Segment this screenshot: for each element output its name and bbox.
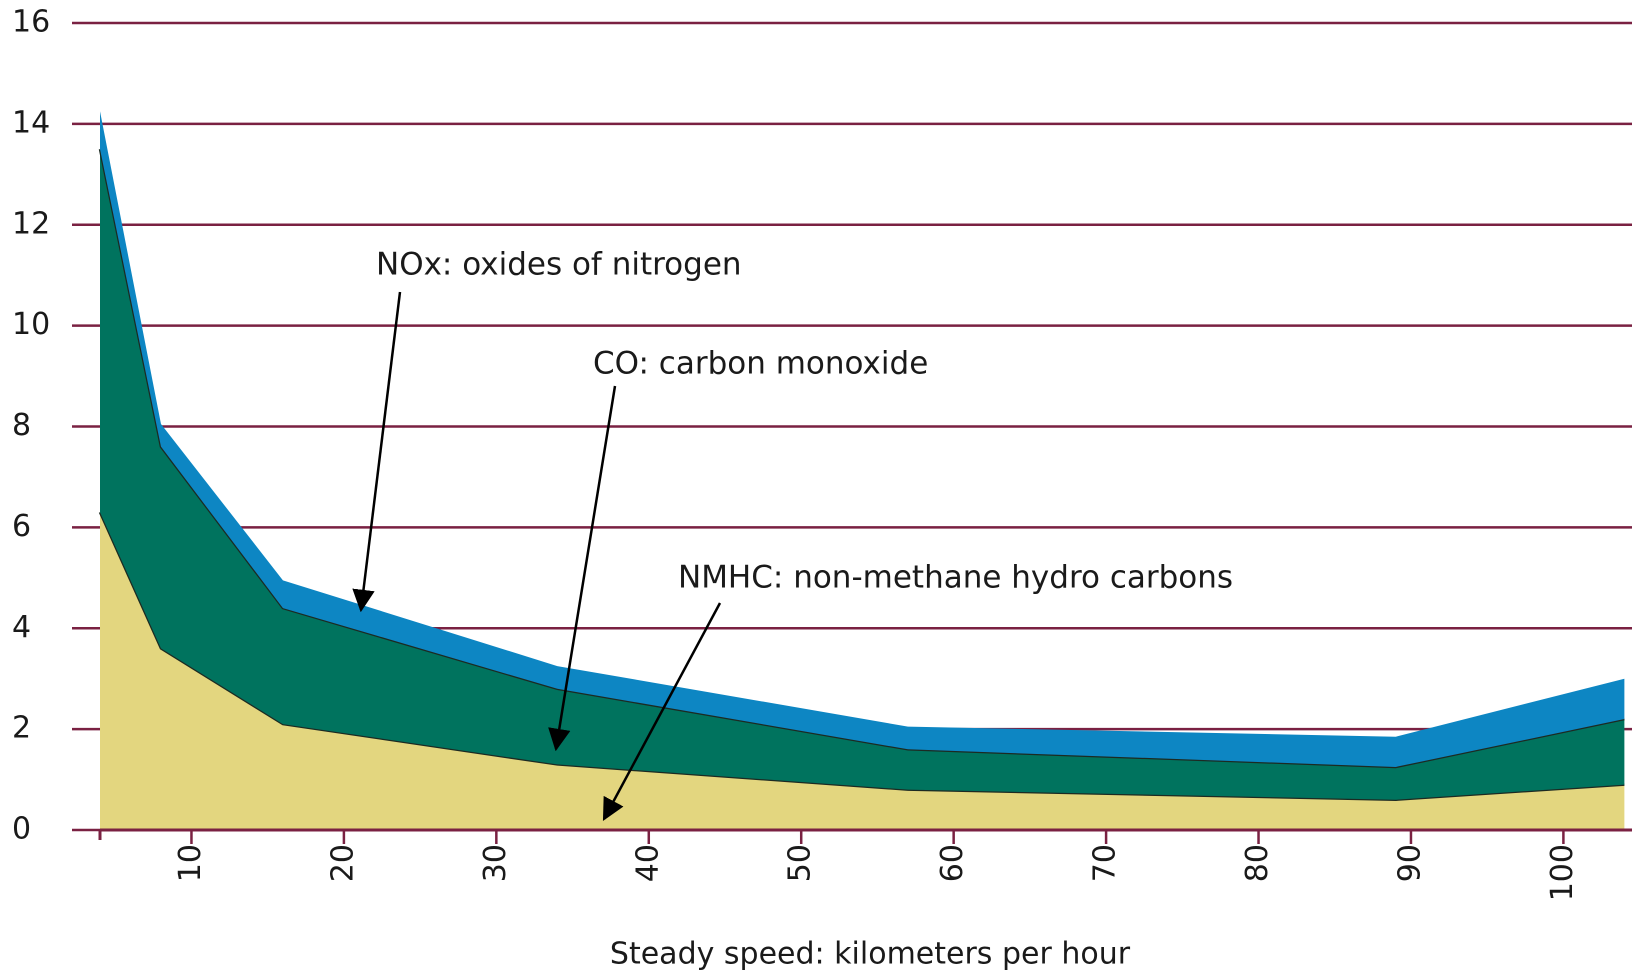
x-tick-label: 60 [935,844,970,882]
x-tick-label: 70 [1088,844,1123,882]
x-tick-label: 40 [630,844,665,882]
arrow [352,291,402,613]
annotation: NMHC: non-methane hydro carbons [678,560,1233,596]
x-tick-label: 50 [783,844,818,882]
arrow [602,602,722,821]
y-tick-label: 4 [12,610,31,645]
annotation: NOx: oxides of nitrogen [376,247,742,283]
x-tick-label: 80 [1240,844,1275,882]
area [100,149,1625,800]
x-tick-label: 100 [1545,844,1580,901]
x-tick-label: 10 [173,844,208,882]
annotations: NOx: oxides of nitrogen CO: carbon monox… [352,247,1233,821]
y-tick-label: 6 [12,509,31,544]
y-tick-label: 16 [12,5,50,40]
area [100,512,1625,830]
y-tick-label: 12 [12,206,50,241]
y-tick-label: 0 [12,812,31,847]
annotation: CO: carbon monoxide [593,346,928,382]
x-tick-label: 20 [325,844,360,882]
x-axis-label: Steady speed: kilometers per hour [610,937,1131,972]
x-tick-label: 90 [1392,844,1427,882]
arrow [548,385,617,752]
y-tick-label: 14 [12,105,50,140]
plot-area: 0 2 4 6 8 10 12 14 16 10 20 30 40 50 60 70 80 90 100 [12,5,1632,901]
y-tick-label: 10 [12,307,50,342]
x-tick-label: 30 [478,844,513,882]
y-tick-label: 8 [12,408,31,443]
y-tick-label: 2 [12,711,31,746]
